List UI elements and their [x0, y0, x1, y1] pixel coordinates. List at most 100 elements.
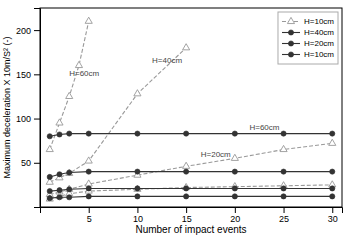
point [134, 90, 141, 96]
point [57, 188, 62, 193]
point [47, 196, 52, 201]
tick-mark [137, 207, 138, 213]
point [66, 92, 73, 98]
line [50, 21, 89, 149]
legend-box [278, 12, 338, 64]
point [135, 186, 140, 191]
tick: 30 [328, 207, 338, 224]
annotations: H=60cmH=40cmH=20cmH=60cm [69, 56, 280, 159]
point [66, 169, 73, 175]
point [184, 169, 189, 174]
point [231, 154, 238, 160]
y-axis: 50 100 150 200 [16, 9, 41, 208]
point [184, 186, 189, 191]
tick: 10 [133, 207, 143, 224]
tick-mark [89, 207, 90, 213]
tick-label: 200 [16, 25, 31, 35]
legend-entry: H=10cm [282, 17, 334, 26]
point [330, 131, 335, 136]
annotation: H=40cm [152, 56, 182, 65]
point [47, 188, 52, 193]
series [46, 181, 336, 201]
plot-frame [40, 8, 342, 207]
tick-label: 10 [133, 214, 143, 224]
chart-svg: 5101520253050100150200H=60cmH=40cmH=20cm… [0, 0, 350, 237]
line [50, 143, 333, 194]
point [46, 145, 53, 151]
axis-line [34, 9, 41, 208]
point [330, 186, 335, 191]
tick: 15 [182, 207, 192, 224]
series [47, 131, 335, 139]
point [135, 169, 140, 174]
tick-mark [34, 119, 40, 120]
series [47, 186, 335, 194]
point [46, 195, 53, 201]
point [281, 169, 286, 174]
point [232, 194, 237, 199]
point [85, 157, 92, 163]
series [47, 194, 335, 201]
point [134, 185, 141, 191]
legend-marker [287, 17, 294, 23]
legend-entry: H=10cm [282, 50, 334, 59]
tick-label: 100 [16, 114, 31, 124]
tick: 150 [16, 70, 40, 80]
legend-entry: H=20cm [282, 39, 334, 48]
x-axis: 5 10 15 20 25 30 [41, 207, 343, 224]
legend-marker [288, 52, 293, 57]
tick-mark [34, 30, 40, 31]
point [280, 145, 287, 151]
point [57, 132, 62, 137]
point [67, 187, 72, 192]
line [50, 134, 333, 137]
tick-label: 30 [328, 214, 338, 224]
point [86, 194, 91, 199]
legend-label: H=10cm [304, 17, 334, 26]
line [50, 172, 333, 177]
tick: 100 [16, 114, 40, 124]
line [50, 185, 333, 199]
tick: 20 [230, 207, 240, 224]
point [232, 186, 237, 191]
point [232, 131, 237, 136]
point [85, 17, 92, 23]
series [46, 17, 92, 151]
point [281, 194, 286, 199]
tick-label: 15 [182, 214, 192, 224]
legend-label: H=20cm [304, 39, 334, 48]
point [330, 194, 335, 199]
point [75, 61, 82, 67]
point [66, 185, 73, 191]
point [47, 174, 52, 179]
tick: 5 [87, 207, 92, 224]
point [86, 186, 91, 191]
tick: 200 [16, 25, 40, 35]
tick-mark [284, 207, 285, 213]
tick-mark [34, 74, 40, 75]
chart-container: 5101520253050100150200H=60cmH=40cmH=20cm… [0, 0, 350, 237]
legend-label: H=10cm [304, 50, 334, 59]
tick-label: 50 [21, 158, 31, 168]
x-axis-title: Number of impact events [135, 224, 246, 235]
point [57, 172, 62, 177]
series [46, 139, 336, 196]
point [184, 194, 189, 199]
point [86, 131, 91, 136]
legend-marker [288, 41, 293, 46]
point [67, 195, 72, 200]
tick-label: 150 [16, 70, 31, 80]
axis-line [41, 208, 343, 214]
tick-label: 25 [279, 214, 289, 224]
point [329, 139, 336, 145]
annotation: H=20cm [201, 150, 231, 159]
point [67, 170, 72, 175]
point [47, 134, 52, 139]
point [135, 131, 140, 136]
tick-mark [235, 207, 236, 213]
tick: 25 [279, 207, 289, 224]
plot-area: 5101520253050100150200H=60cmH=40cmH=20cm… [16, 8, 343, 224]
legend-label: H=40cm [304, 28, 334, 37]
series [46, 44, 190, 185]
legend-marker [288, 30, 293, 35]
